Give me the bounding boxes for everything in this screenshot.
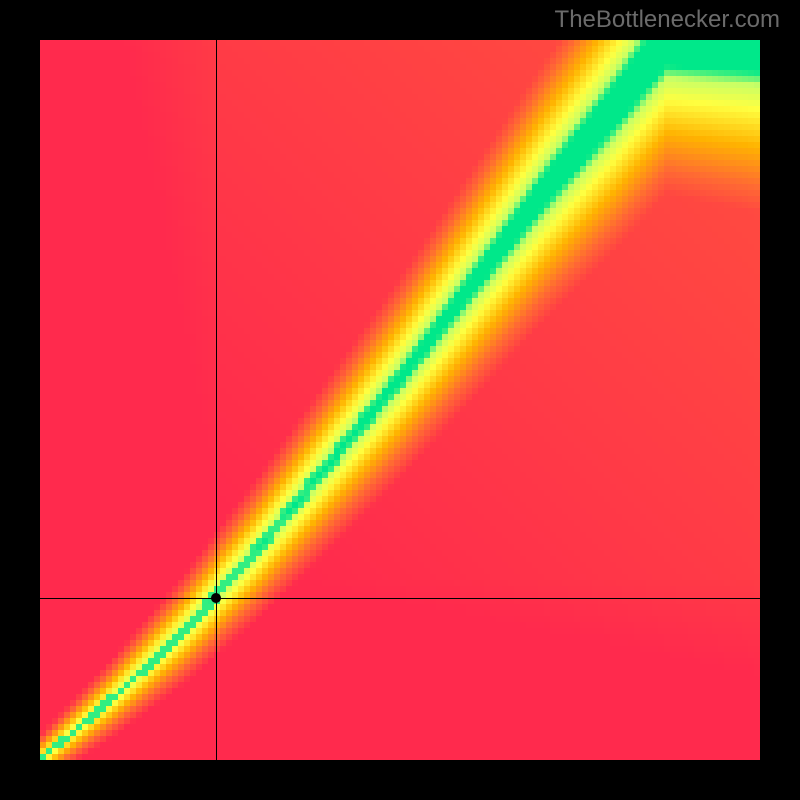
heatmap-canvas [40,40,760,760]
crosshair-horizontal [40,598,760,599]
bottleneck-heatmap [40,40,760,760]
crosshair-vertical [216,40,217,760]
watermark-text: TheBottlenecker.com [555,6,780,34]
crosshair-marker [211,593,221,603]
